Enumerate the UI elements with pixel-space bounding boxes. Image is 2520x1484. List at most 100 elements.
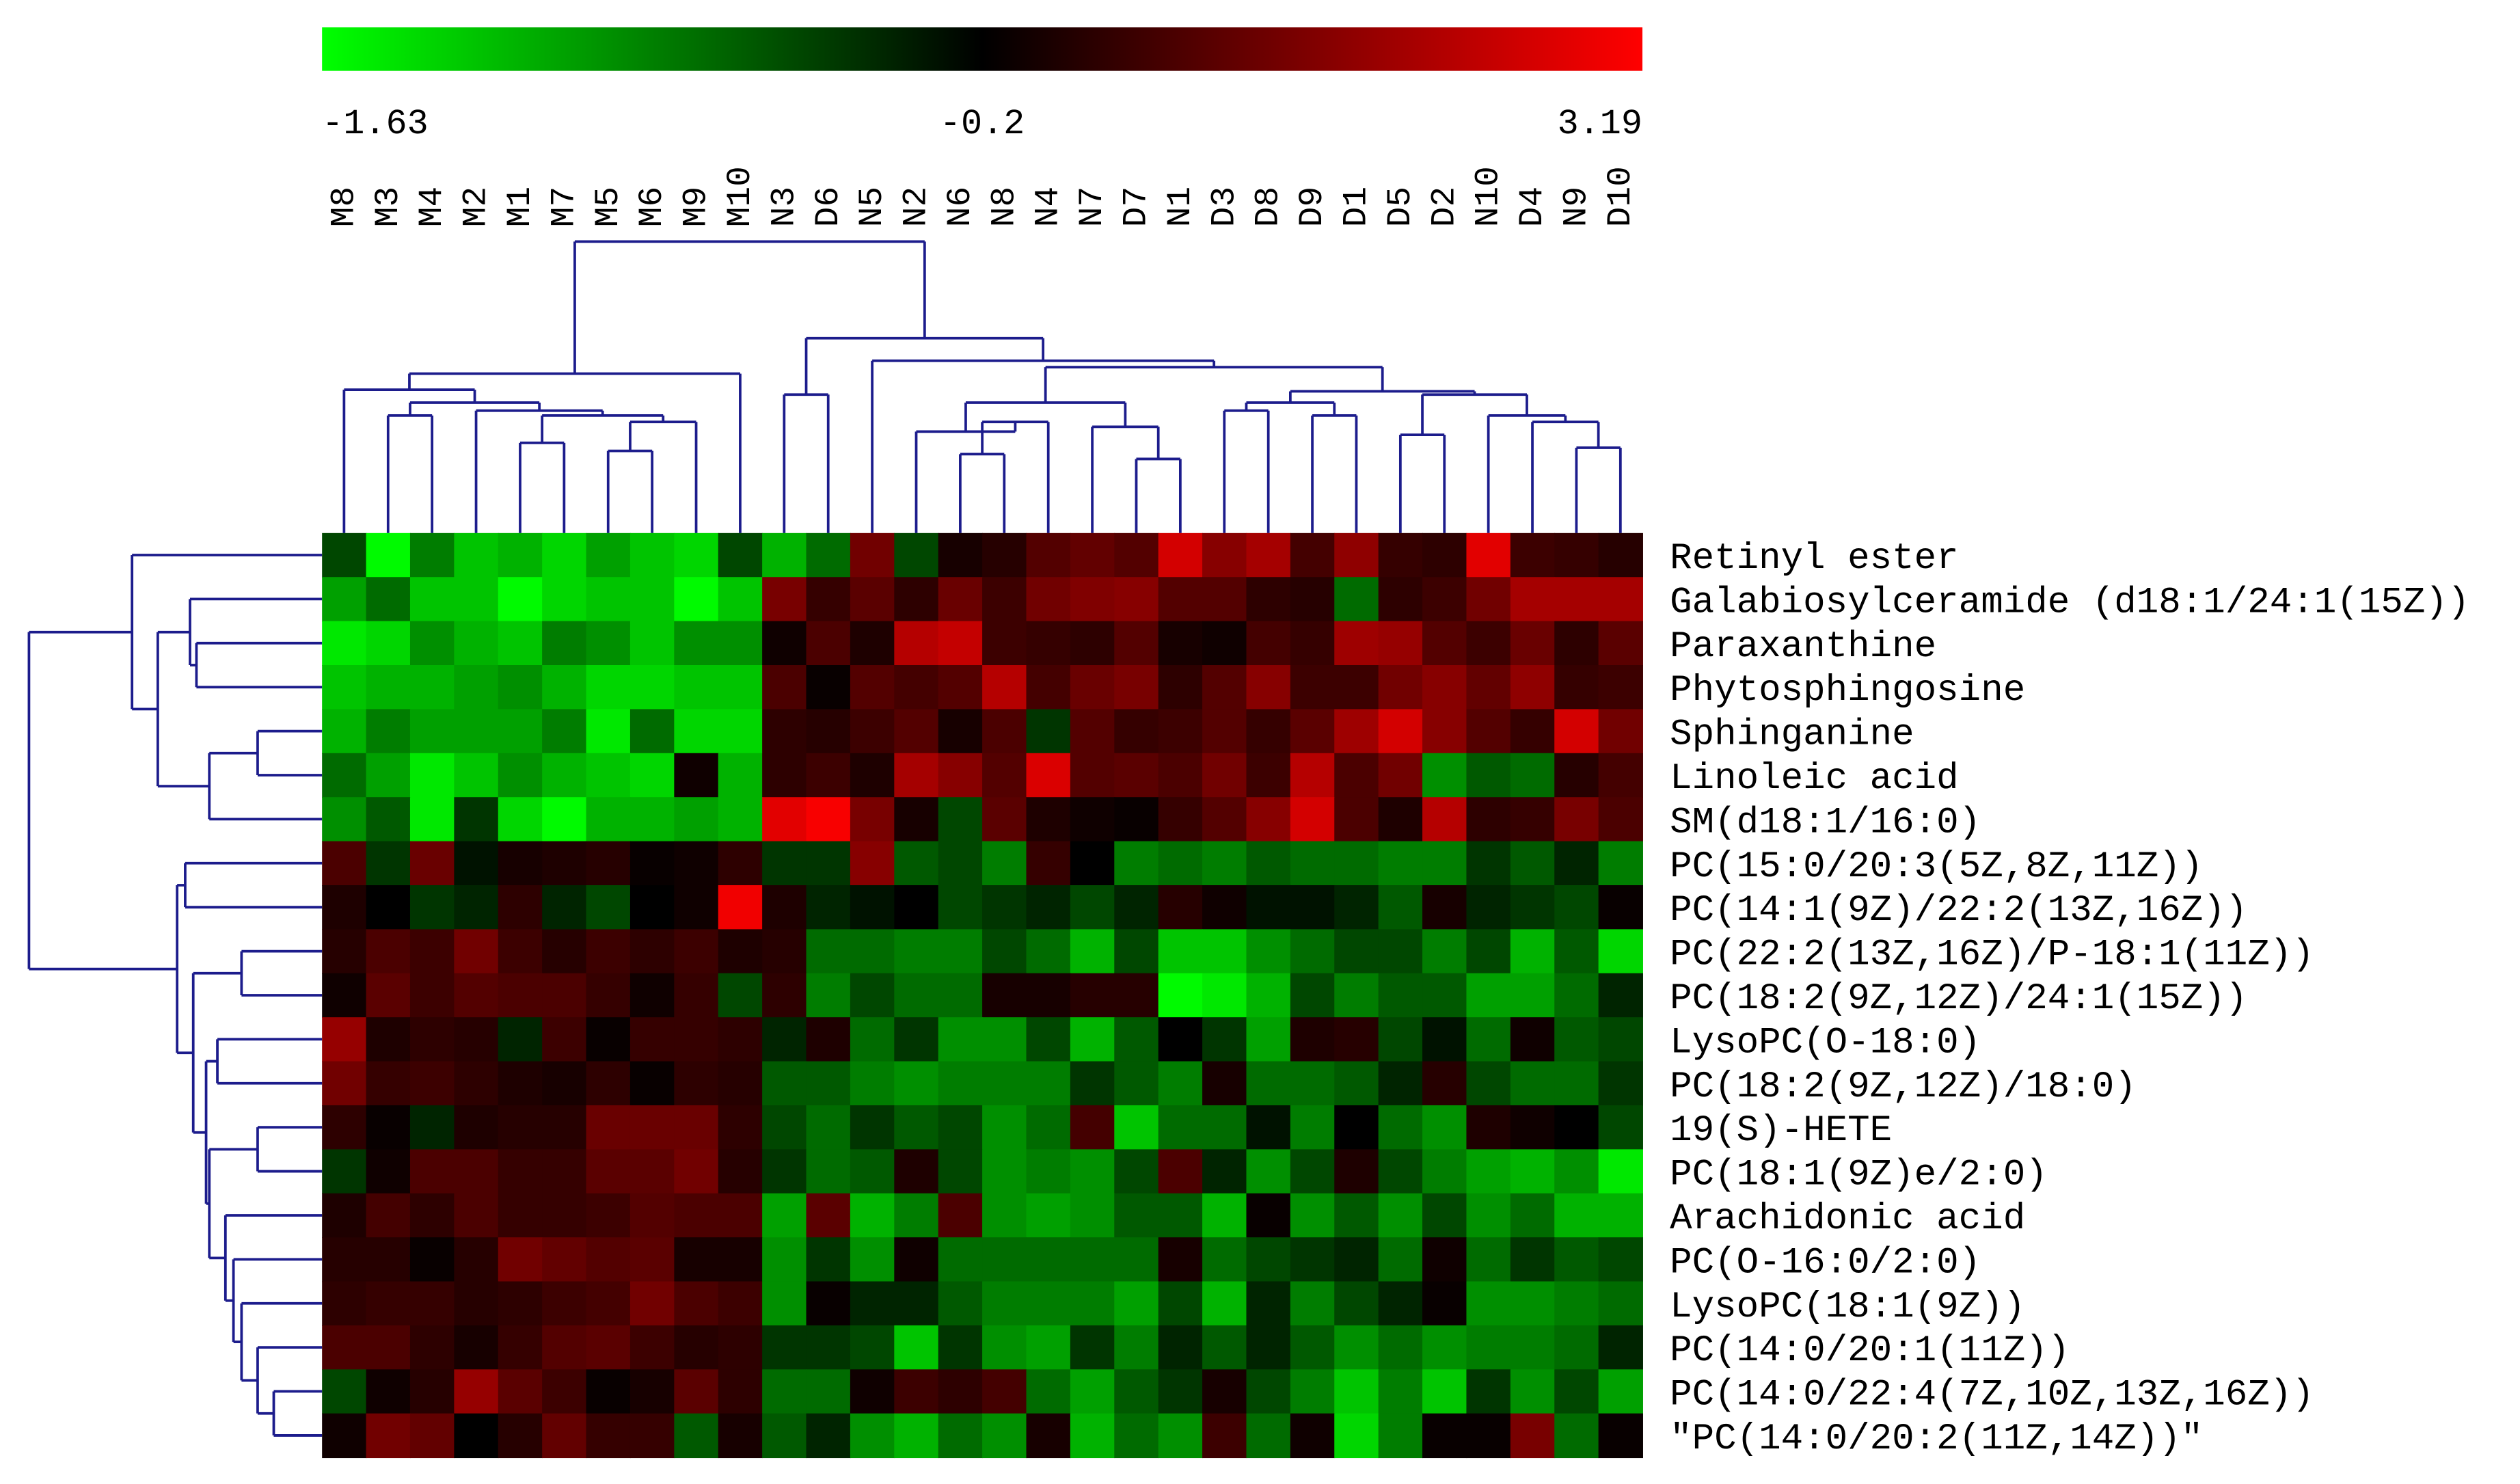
heatmap-cell bbox=[629, 1149, 675, 1194]
heatmap-cell bbox=[409, 1193, 455, 1239]
heatmap-cell bbox=[586, 1325, 631, 1371]
heatmap-cell bbox=[1158, 1193, 1204, 1239]
heatmap-cell bbox=[1334, 1193, 1379, 1239]
heatmap-cell bbox=[982, 1281, 1027, 1326]
heatmap-cell bbox=[322, 929, 367, 974]
heatmap-cell bbox=[806, 1061, 851, 1106]
heatmap-cell bbox=[806, 621, 851, 666]
heatmap-cell bbox=[1378, 841, 1423, 886]
heatmap-cell bbox=[366, 1281, 411, 1326]
heatmap-cell bbox=[938, 797, 984, 842]
heatmap-cell bbox=[629, 532, 675, 578]
heatmap-cell bbox=[542, 665, 587, 710]
heatmap-cell bbox=[322, 709, 367, 754]
heatmap-cell bbox=[1114, 1149, 1159, 1194]
heatmap-cell bbox=[629, 885, 675, 930]
row-label: LysoPC(18:1(9Z)) bbox=[1670, 1286, 2025, 1328]
heatmap-cell bbox=[366, 665, 411, 710]
heatmap-cell bbox=[1246, 1369, 1291, 1414]
heatmap-cell bbox=[938, 929, 984, 974]
heatmap-cell bbox=[1246, 665, 1291, 710]
heatmap-cell bbox=[1026, 1413, 1071, 1459]
heatmap-cell bbox=[1510, 1413, 1556, 1459]
heatmap-cell bbox=[806, 973, 851, 1018]
heatmap-cell bbox=[498, 1369, 543, 1414]
heatmap-cell bbox=[498, 709, 543, 754]
heatmap-cell bbox=[718, 621, 763, 666]
heatmap-cell bbox=[1378, 1325, 1423, 1371]
heatmap-cell bbox=[1422, 1325, 1467, 1371]
heatmap-cell bbox=[366, 577, 411, 622]
heatmap-cell bbox=[718, 665, 763, 710]
heatmap-cell bbox=[409, 1325, 455, 1371]
column-label: D10 bbox=[1601, 166, 1640, 227]
heatmap-cell bbox=[1026, 1149, 1071, 1194]
heatmap-cell bbox=[1246, 709, 1291, 754]
heatmap-cell bbox=[409, 621, 455, 666]
heatmap-cell bbox=[1026, 1017, 1071, 1062]
heatmap-cell bbox=[1598, 1369, 1643, 1414]
heatmap-cell bbox=[1378, 929, 1423, 974]
heatmap-cell bbox=[982, 753, 1027, 798]
heatmap-cell bbox=[409, 1149, 455, 1194]
heatmap-cell bbox=[938, 1369, 984, 1414]
heatmap-cell bbox=[322, 753, 367, 798]
heatmap-cell bbox=[1422, 1149, 1467, 1194]
heatmap-cell bbox=[1334, 929, 1379, 974]
heatmap-cell bbox=[1466, 665, 1511, 710]
row-dendrogram bbox=[27, 554, 323, 1437]
heatmap-cell bbox=[542, 1061, 587, 1106]
heatmap-cell bbox=[1070, 885, 1115, 930]
heatmap-cell bbox=[542, 1149, 587, 1194]
colorbar-tick-label: -0.2 bbox=[940, 104, 1025, 144]
heatmap-cell bbox=[938, 1281, 984, 1326]
heatmap-cell bbox=[1334, 532, 1379, 578]
heatmap-cell bbox=[1598, 621, 1643, 666]
column-label: N8 bbox=[985, 187, 1023, 227]
heatmap-cell bbox=[1114, 841, 1159, 886]
heatmap-cell bbox=[850, 621, 895, 666]
heatmap-cell bbox=[718, 929, 763, 974]
heatmap-cell bbox=[1114, 1325, 1159, 1371]
heatmap-cell bbox=[982, 1193, 1027, 1239]
heatmap-cell bbox=[806, 577, 851, 622]
heatmap-cell bbox=[1554, 753, 1599, 798]
heatmap-cell bbox=[1466, 1281, 1511, 1326]
heatmap-cell bbox=[1554, 665, 1599, 710]
heatmap-cell bbox=[1070, 1149, 1115, 1194]
heatmap-cell bbox=[586, 577, 631, 622]
heatmap-cell bbox=[1070, 577, 1115, 622]
heatmap-cell bbox=[454, 753, 499, 798]
heatmap-cell bbox=[806, 753, 851, 798]
heatmap-cell bbox=[762, 1413, 807, 1459]
heatmap-cell bbox=[366, 1061, 411, 1106]
heatmap-cell bbox=[1554, 1369, 1599, 1414]
heatmap-cell bbox=[1290, 929, 1336, 974]
heatmap-cell bbox=[674, 1281, 719, 1326]
heatmap-cell bbox=[850, 1105, 895, 1150]
heatmap-cell bbox=[674, 532, 719, 578]
heatmap-cell bbox=[409, 797, 455, 842]
heatmap-cell bbox=[718, 1061, 763, 1106]
heatmap-cell bbox=[718, 797, 763, 842]
row-label: Linoleic acid bbox=[1670, 758, 1959, 800]
heatmap-cell bbox=[1158, 1281, 1204, 1326]
heatmap-cell bbox=[586, 1369, 631, 1414]
heatmap-cell bbox=[938, 532, 984, 578]
heatmap-cell bbox=[1158, 1413, 1204, 1459]
heatmap-cell bbox=[982, 841, 1027, 886]
heatmap-cell bbox=[322, 1369, 367, 1414]
heatmap-cell bbox=[1114, 1017, 1159, 1062]
heatmap-cell bbox=[1246, 577, 1291, 622]
heatmap-cell bbox=[322, 621, 367, 666]
heatmap-cell bbox=[1026, 1061, 1071, 1106]
heatmap-cell bbox=[1466, 577, 1511, 622]
heatmap-cell bbox=[498, 1149, 543, 1194]
heatmap-cell bbox=[1026, 797, 1071, 842]
heatmap-cell bbox=[1334, 1369, 1379, 1414]
heatmap-cell bbox=[1202, 1413, 1247, 1459]
heatmap-cell bbox=[1202, 1193, 1247, 1239]
heatmap-cell bbox=[1554, 709, 1599, 754]
heatmap-cell bbox=[1334, 1325, 1379, 1371]
heatmap-cell bbox=[322, 577, 367, 622]
